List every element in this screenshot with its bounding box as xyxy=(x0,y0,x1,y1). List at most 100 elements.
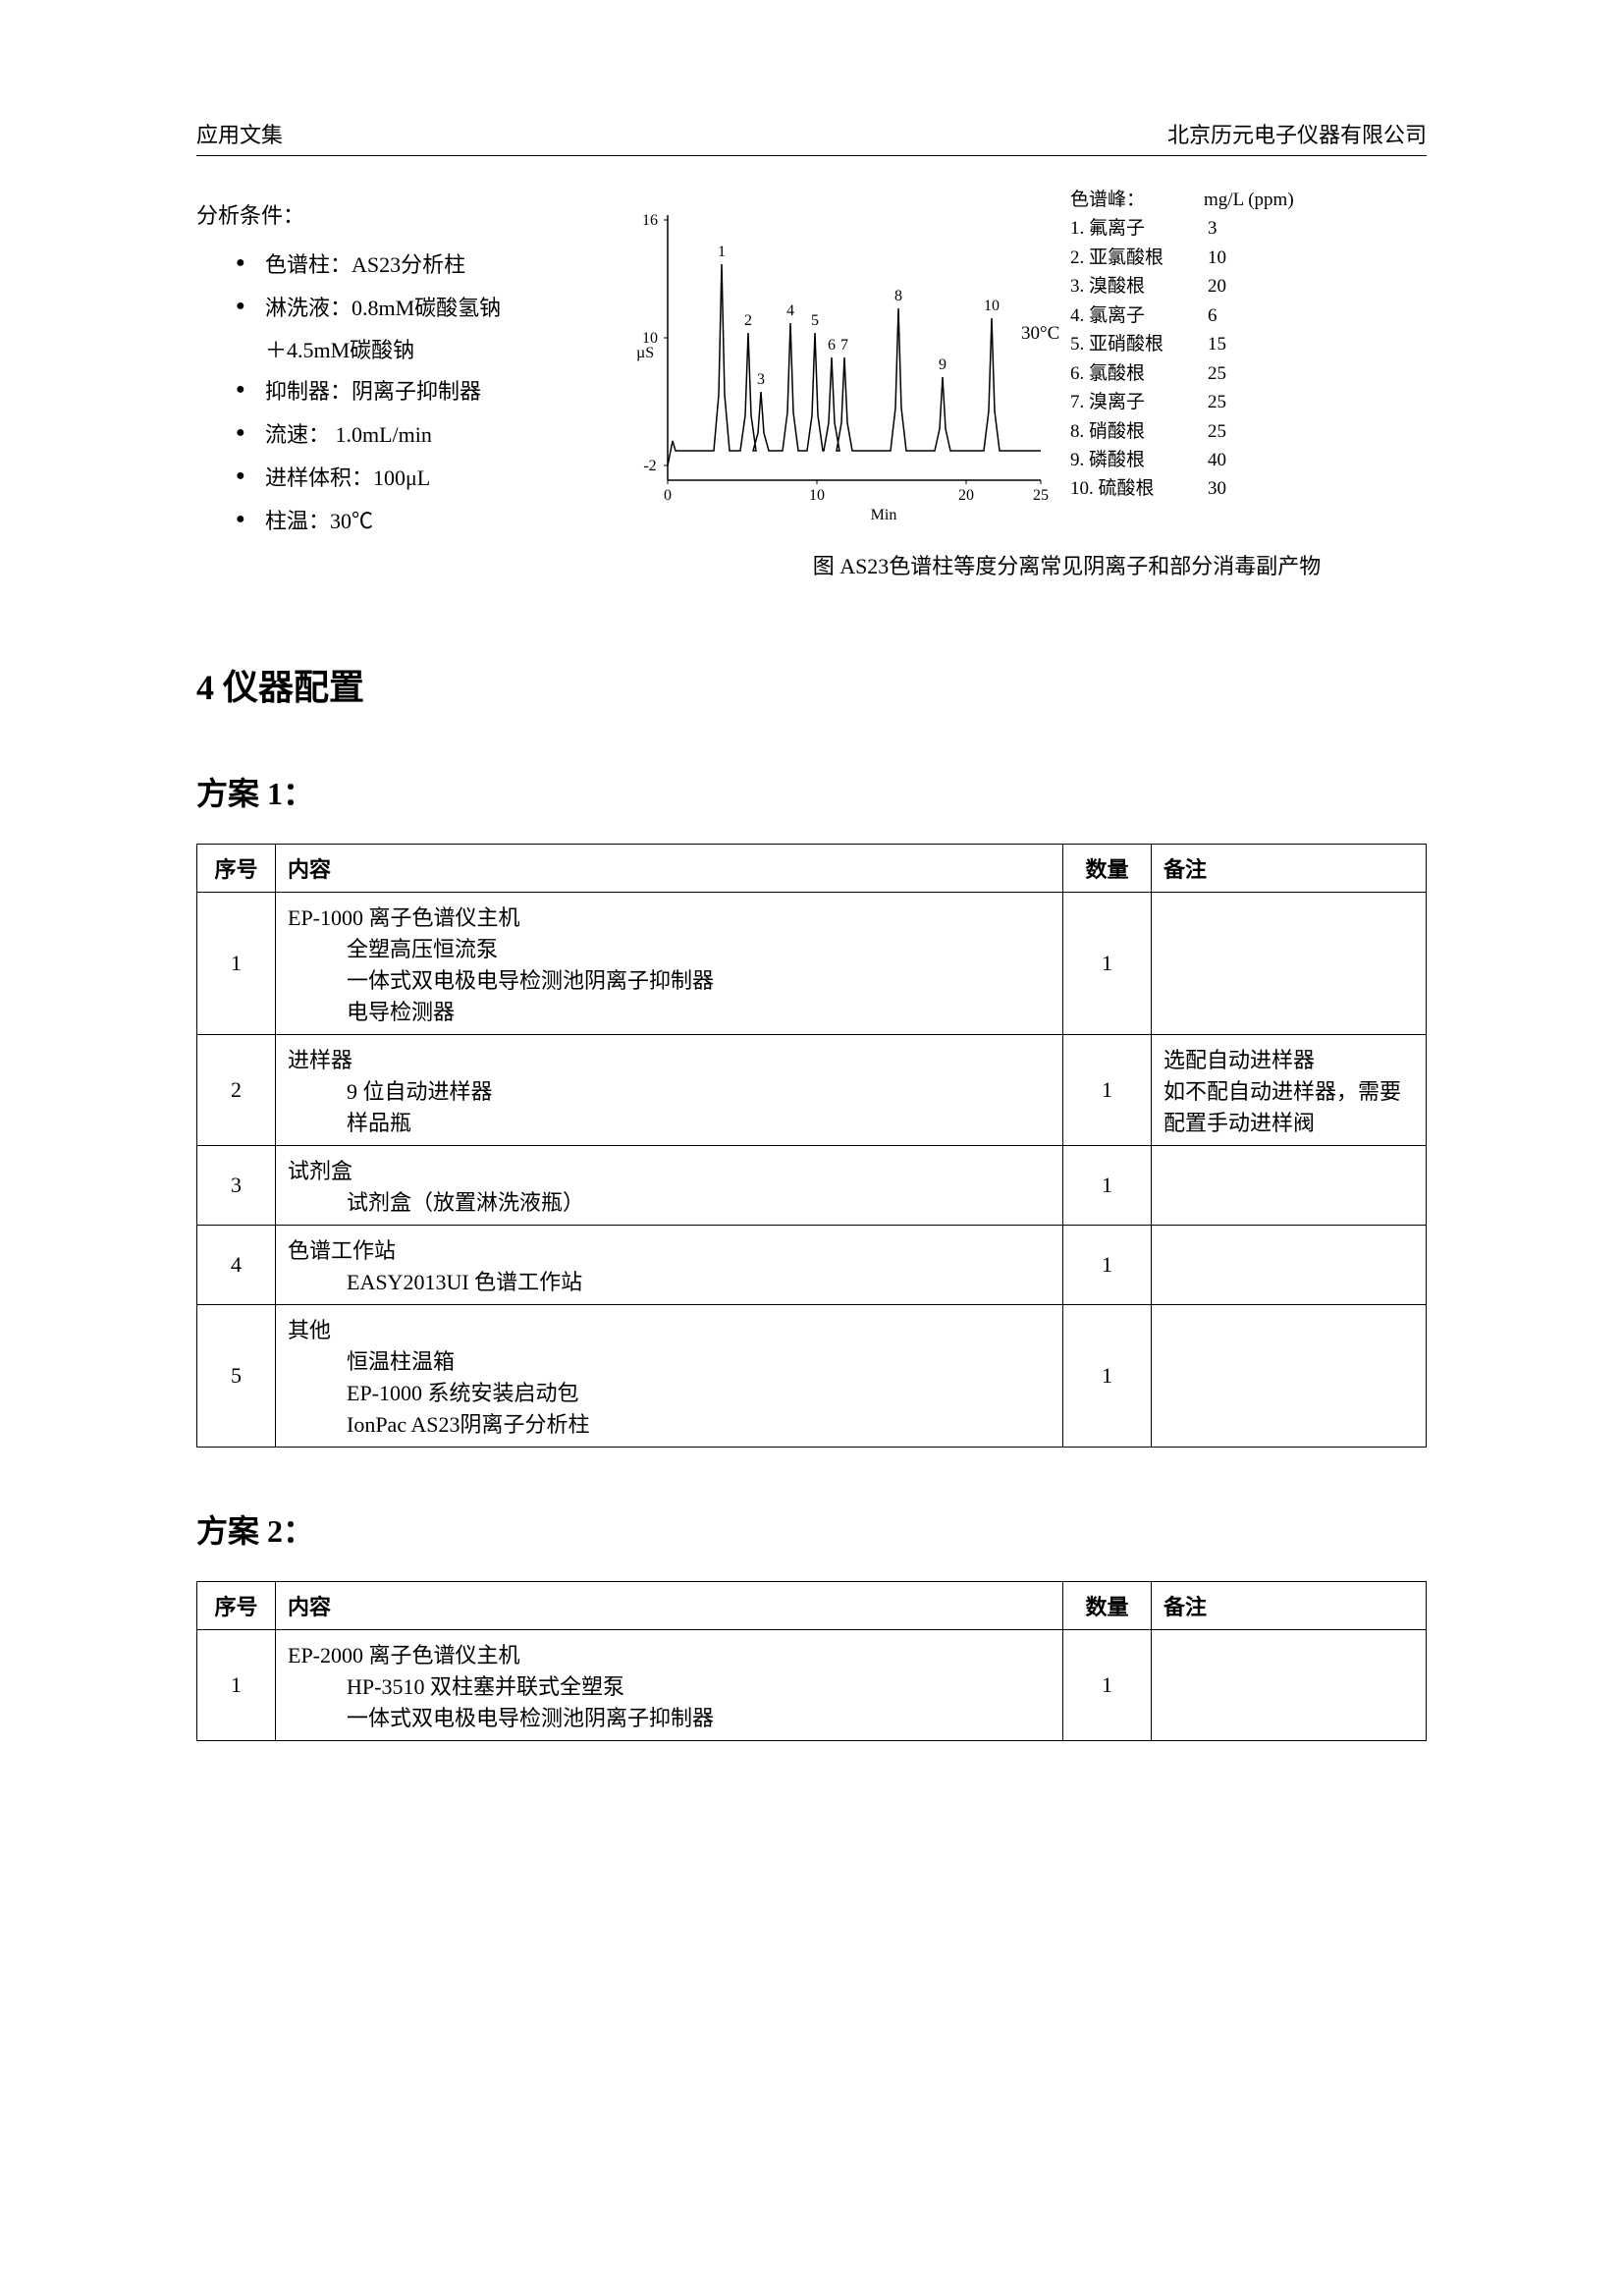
legend-value: 3 xyxy=(1208,214,1217,243)
content-main: 进样器 xyxy=(288,1043,1051,1074)
legend-header-left: 色谱峰： xyxy=(1070,186,1145,214)
plan1-table: 序号 内容 数量 备注 1EP-1000 离子色谱仪主机全塑高压恒流泵一体式双电… xyxy=(196,844,1427,1448)
legend-name: 4. 氯离子 xyxy=(1070,301,1178,330)
cell-qty: 1 xyxy=(1063,1035,1152,1146)
cell-qty: 1 xyxy=(1063,1305,1152,1448)
cell-note xyxy=(1152,1630,1427,1741)
cell-content: 色谱工作站EASY2013UI 色谱工作站 xyxy=(276,1226,1063,1305)
y-axis-label: µS xyxy=(636,345,654,361)
legend-value: 40 xyxy=(1208,446,1226,474)
peak-label: 5 xyxy=(811,312,819,329)
cell-num: 1 xyxy=(197,1630,276,1741)
cell-note xyxy=(1152,893,1427,1035)
conditions-list-2: 抑制器：阴离子抑制器 流速： 1.0mL/min 进样体积：100μL 柱温：3… xyxy=(196,371,609,541)
table-row: 3试剂盒试剂盒（放置淋洗液瓶）1 xyxy=(197,1146,1427,1226)
content-sub: EASY2013UI 色谱工作站 xyxy=(288,1265,1051,1296)
legend-name: 5. 亚硝酸根 xyxy=(1070,330,1178,358)
legend-value: 6 xyxy=(1208,301,1217,330)
peak-label: 9 xyxy=(939,356,947,373)
x-axis-label: Min xyxy=(871,507,897,523)
table-row: 1EP-2000 离子色谱仪主机HP-3510 双柱塞并联式全塑泵一体式双电极电… xyxy=(197,1630,1427,1741)
content-sub: 9 位自动进样器 xyxy=(288,1074,1051,1106)
cell-num: 4 xyxy=(197,1226,276,1305)
table-row: 2进样器9 位自动进样器样品瓶1选配自动进样器 如不配自动进样器，需要配置手动进… xyxy=(197,1035,1427,1146)
cell-qty: 1 xyxy=(1063,893,1152,1035)
x-tick: 10 xyxy=(809,487,825,504)
chromatogram-line xyxy=(668,264,1041,465)
cell-qty: 1 xyxy=(1063,1630,1152,1741)
legend-header-right: mg/L (ppm) xyxy=(1204,186,1294,214)
peak-label: 4 xyxy=(786,302,794,319)
content-main: 试剂盒 xyxy=(288,1154,1051,1185)
cell-content: 试剂盒试剂盒（放置淋洗液瓶） xyxy=(276,1146,1063,1226)
cell-note xyxy=(1152,1226,1427,1305)
cond-item: 进样体积：100μL xyxy=(236,458,609,499)
col-header: 序号 xyxy=(197,845,276,893)
content-main: EP-1000 离子色谱仪主机 xyxy=(288,901,1051,932)
legend-row: 1. 氟离子 3 xyxy=(1070,214,1294,243)
legend-name: 2. 亚氯酸根 xyxy=(1070,244,1178,272)
peak-label: 1 xyxy=(718,244,726,260)
peak-label: 7 xyxy=(840,337,848,354)
cond-item: 流速： 1.0mL/min xyxy=(236,414,609,456)
legend-row: 2. 亚氯酸根 10 xyxy=(1070,244,1294,272)
cell-note xyxy=(1152,1146,1427,1226)
col-header: 数量 xyxy=(1063,845,1152,893)
x-tick: 20 xyxy=(958,487,974,504)
top-content: 分析条件： 色谱柱：AS23分析柱 淋洗液：0.8mM碳酸氢钠 ＋4.5mM碳酸… xyxy=(196,195,1427,580)
cell-note: 选配自动进样器 如不配自动进样器，需要配置手动进样阀 xyxy=(1152,1035,1427,1146)
table-row: 1EP-1000 离子色谱仪主机全塑高压恒流泵一体式双电极电导检测池阴离子抑制器… xyxy=(197,893,1427,1035)
plan2-table: 序号 内容 数量 备注 1EP-2000 离子色谱仪主机HP-3510 双柱塞并… xyxy=(196,1581,1427,1741)
legend-name: 3. 溴酸根 xyxy=(1070,272,1178,301)
legend-name: 9. 磷酸根 xyxy=(1070,446,1178,474)
legend-value: 25 xyxy=(1208,417,1226,446)
peak-label: 2 xyxy=(744,312,752,329)
cell-content: EP-1000 离子色谱仪主机全塑高压恒流泵一体式双电极电导检测池阴离子抑制器电… xyxy=(276,893,1063,1035)
plan2-title: 方案 2： xyxy=(196,1506,1427,1552)
cell-num: 1 xyxy=(197,893,276,1035)
col-header: 备注 xyxy=(1152,1582,1427,1630)
content-main: 其他 xyxy=(288,1313,1051,1344)
content-sub: 一体式双电极电导检测池阴离子抑制器 xyxy=(288,1701,1051,1732)
col-header: 备注 xyxy=(1152,845,1427,893)
cell-content: 其他恒温柱温箱EP-1000 系统安装启动包IonPac AS23阴离子分析柱 xyxy=(276,1305,1063,1448)
plan1-title: 方案 1： xyxy=(196,769,1427,814)
content-sub: 恒温柱温箱 xyxy=(288,1344,1051,1376)
conditions-block: 分析条件： 色谱柱：AS23分析柱 淋洗液：0.8mM碳酸氢钠 ＋4.5mM碳酸… xyxy=(196,195,609,580)
legend-row: 3. 溴酸根20 xyxy=(1070,272,1294,301)
legend-value: 10 xyxy=(1208,244,1226,272)
conditions-title: 分析条件： xyxy=(196,195,609,237)
legend-row: 6. 氯酸根25 xyxy=(1070,359,1294,388)
legend-value: 25 xyxy=(1208,388,1226,416)
table-row: 4色谱工作站EASY2013UI 色谱工作站1 xyxy=(197,1226,1427,1305)
header-right: 北京历元电子仪器有限公司 xyxy=(1167,118,1427,149)
legend-row: 7. 溴离子 25 xyxy=(1070,388,1294,416)
col-header: 数量 xyxy=(1063,1582,1152,1630)
cell-note xyxy=(1152,1305,1427,1448)
chromatogram-chart: 16 10 -2 µS 0 10 20 25 Min 12345678910 3… xyxy=(628,195,1427,580)
cell-num: 5 xyxy=(197,1305,276,1448)
cell-num: 2 xyxy=(197,1035,276,1146)
header-left: 应用文集 xyxy=(196,118,283,149)
content-sub: 全塑高压恒流泵 xyxy=(288,932,1051,963)
cond-item: 柱温：30℃ xyxy=(236,501,609,542)
cell-num: 3 xyxy=(197,1146,276,1226)
chromatogram-svg: 16 10 -2 µS 0 10 20 25 Min 12345678910 xyxy=(628,195,1060,529)
legend-name: 7. 溴离子 xyxy=(1070,388,1178,416)
content-sub: 电导检测器 xyxy=(288,995,1051,1026)
x-tick: 25 xyxy=(1033,487,1049,504)
cell-content: 进样器9 位自动进样器样品瓶 xyxy=(276,1035,1063,1146)
peak-labels: 12345678910 xyxy=(718,244,1000,388)
peak-label: 8 xyxy=(894,288,902,304)
content-main: 色谱工作站 xyxy=(288,1233,1051,1265)
peak-label: 3 xyxy=(757,371,765,388)
peak-legend: 色谱峰： mg/L (ppm) 1. 氟离子 3 2. 亚氯酸根 103. 溴酸根20… xyxy=(1070,186,1294,504)
content-sub: 样品瓶 xyxy=(288,1106,1051,1137)
legend-name: 10. 硫酸根 xyxy=(1070,474,1178,503)
temp-label: 30°C xyxy=(1021,323,1059,345)
cond-item-sub: ＋4.5mM碳酸钠 xyxy=(196,330,609,371)
content-sub: EP-1000 系统安装启动包 xyxy=(288,1376,1051,1407)
table-header-row: 序号 内容 数量 备注 xyxy=(197,845,1427,893)
legend-name: 1. 氟离子 xyxy=(1070,214,1178,243)
conditions-list: 色谱柱：AS23分析柱 淋洗液：0.8mM碳酸氢钠 xyxy=(196,245,609,329)
